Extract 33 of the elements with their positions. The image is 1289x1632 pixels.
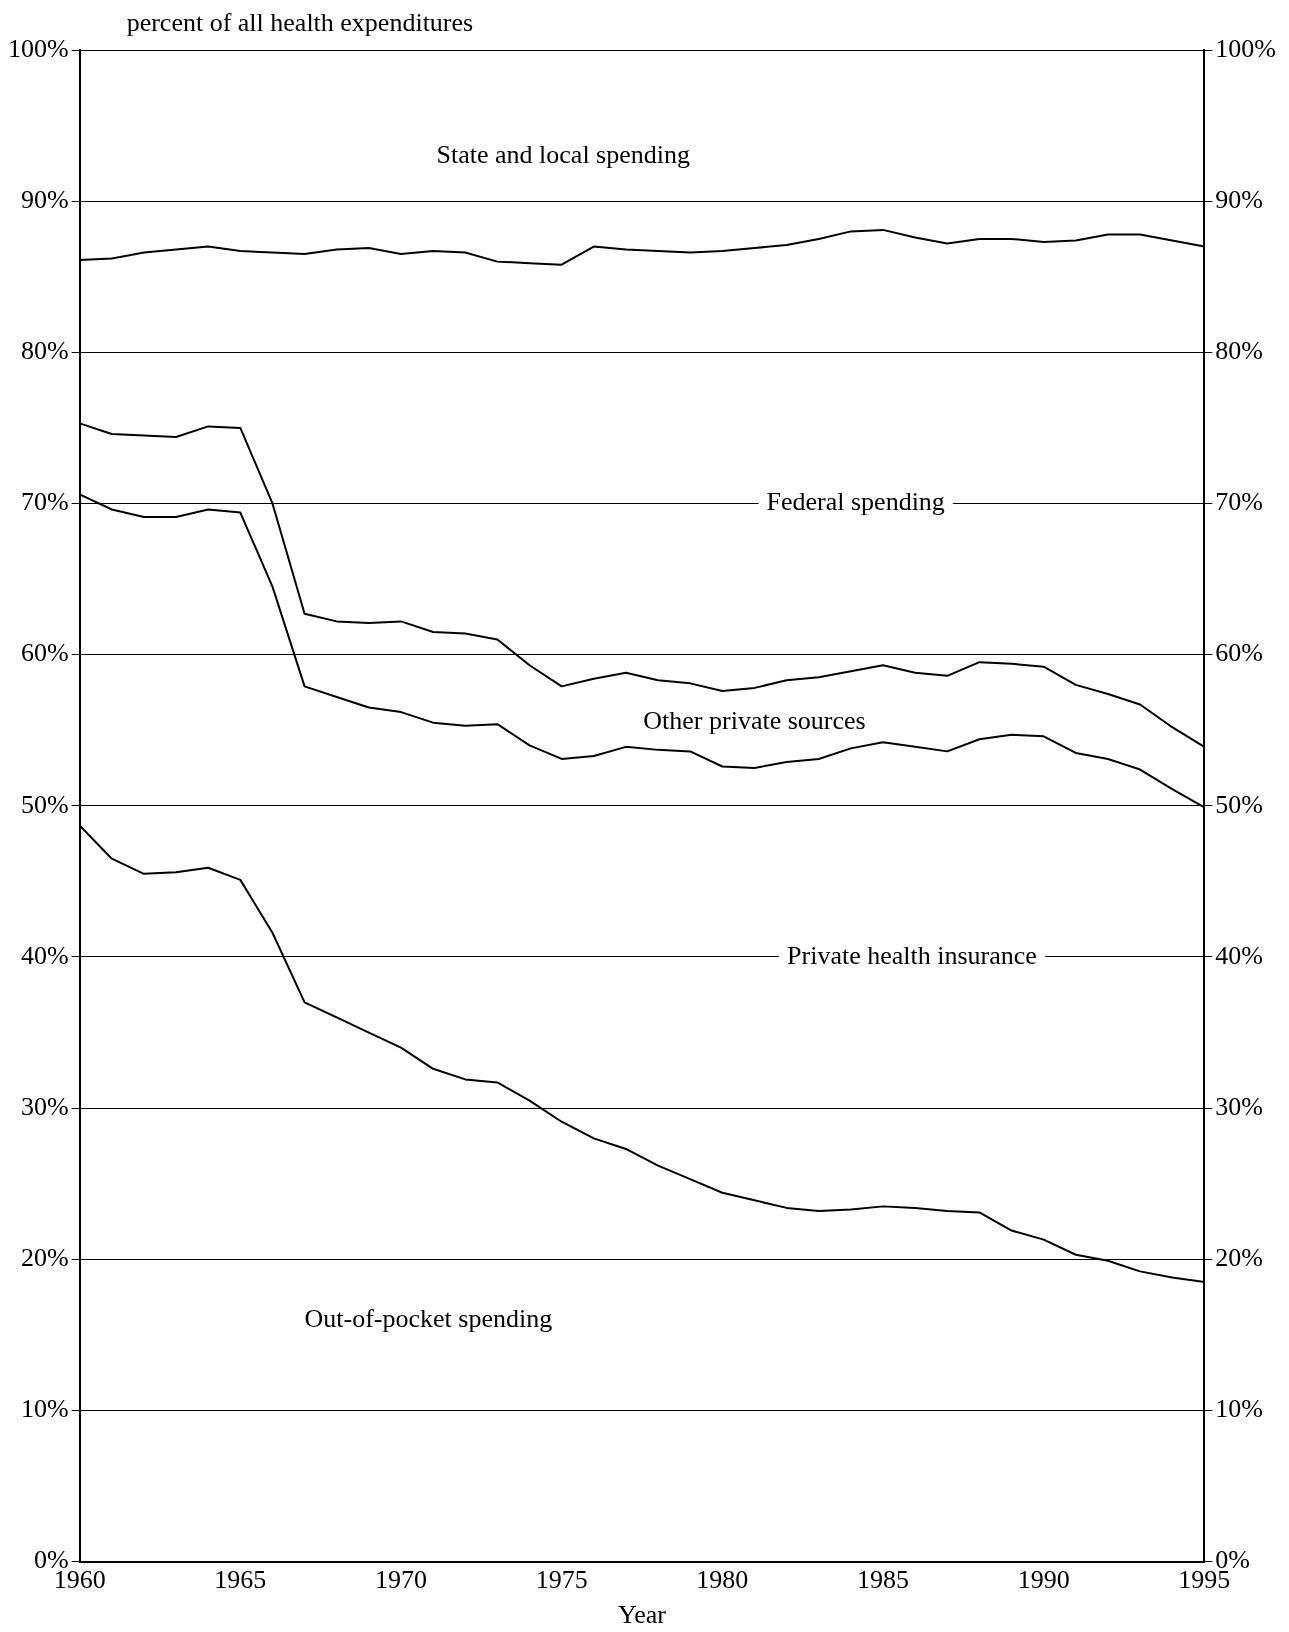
y2-tick-label: 70% (1215, 487, 1264, 517)
y-tick-label: 40% (20, 940, 69, 970)
y-axis-title: percent of all health expenditures (126, 7, 474, 37)
y2-tick-label: 60% (1215, 638, 1264, 668)
x-tick-label: 1985 (857, 1565, 909, 1595)
x-axis-title: Year (618, 1600, 667, 1630)
y2-tick-label: 20% (1215, 1243, 1264, 1273)
x-tick-label: 1965 (214, 1565, 267, 1595)
x-tick-label: 1970 (375, 1565, 427, 1595)
y-tick-label: 50% (20, 789, 69, 819)
annotation: Federal spending (766, 487, 945, 517)
y-tick-label: 100% (7, 33, 69, 63)
x-tick-label: 1975 (535, 1565, 588, 1595)
x-tick-label: 1990 (1017, 1565, 1070, 1595)
y-tick-label: 20% (20, 1243, 69, 1273)
y-tick-label: 10% (20, 1394, 69, 1424)
annotation: State and local spending (436, 139, 690, 169)
y2-tick-label: 80% (1215, 336, 1264, 366)
y-tick-label: 80% (20, 336, 69, 366)
y-tick-label: 70% (20, 487, 69, 517)
y2-tick-label: 30% (1215, 1091, 1264, 1121)
annotation: Private health insurance (787, 940, 1037, 970)
y-tick-label: 30% (20, 1091, 69, 1121)
y2-tick-label: 10% (1215, 1394, 1264, 1424)
y2-tick-label: 90% (1215, 184, 1264, 214)
annotation: Other private sources (643, 706, 866, 736)
y2-tick-label: 40% (1215, 940, 1264, 970)
y2-tick-label: 50% (1215, 789, 1264, 819)
y-tick-label: 60% (20, 638, 69, 668)
y2-tick-label: 100% (1215, 33, 1277, 63)
annotation: Out-of-pocket spending (304, 1303, 553, 1333)
y-tick-label: 90% (20, 184, 69, 214)
x-tick-label: 1980 (696, 1565, 749, 1595)
